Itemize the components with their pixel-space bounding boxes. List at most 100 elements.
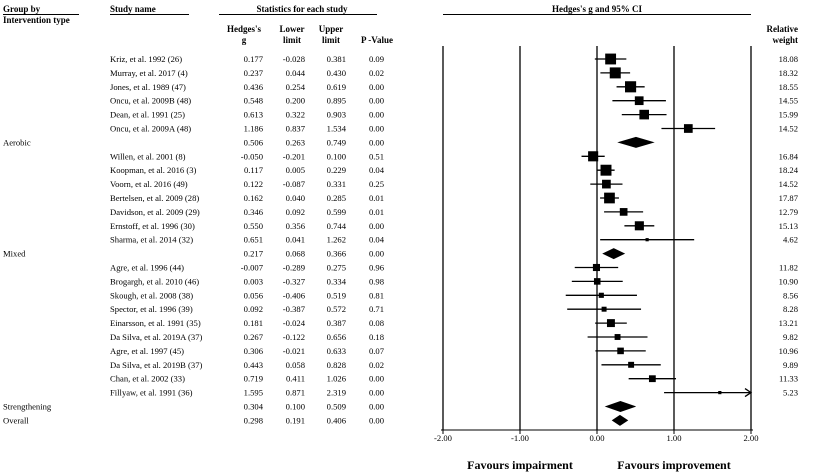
p-value: 0.18 bbox=[369, 332, 384, 342]
relative-weight: 11.82 bbox=[779, 263, 798, 273]
upper-limit-value: 1.262 bbox=[327, 235, 346, 245]
lower-limit-value: -0.021 bbox=[283, 346, 305, 356]
upper-limit-value: 0.229 bbox=[327, 165, 346, 175]
upper-limit-value: 0.366 bbox=[327, 249, 347, 259]
upper-limit-value: 0.331 bbox=[327, 179, 346, 189]
summary-diamond bbox=[604, 401, 637, 412]
lower-limit-value: 0.058 bbox=[286, 360, 305, 370]
lower-limit-value: -0.122 bbox=[283, 332, 305, 342]
header-upper-limit: Upper bbox=[319, 24, 344, 34]
relative-weight: 11.33 bbox=[779, 374, 798, 384]
p-value: 0.00 bbox=[369, 249, 384, 259]
relative-weight: 15.99 bbox=[779, 110, 798, 120]
hedges-g-value: 0.443 bbox=[244, 360, 263, 370]
study-name: Voorn, et al. 2016 (49) bbox=[110, 179, 188, 189]
effect-square bbox=[602, 179, 611, 189]
effect-square bbox=[625, 81, 637, 93]
relative-weight: 8.28 bbox=[783, 304, 798, 314]
hedges-g-value: 0.548 bbox=[244, 96, 263, 106]
axis-tick-label: 0.00 bbox=[589, 433, 604, 443]
lower-limit-value: 0.322 bbox=[286, 110, 305, 120]
hedges-g-value: 0.436 bbox=[244, 82, 264, 92]
p-value: 0.00 bbox=[369, 402, 384, 412]
hedges-g-value: 0.122 bbox=[244, 179, 263, 189]
lower-limit-value: -0.289 bbox=[283, 263, 305, 273]
upper-limit-value: 0.895 bbox=[327, 96, 346, 106]
effect-square bbox=[598, 292, 604, 298]
upper-limit-value: 0.599 bbox=[327, 207, 346, 217]
effect-square bbox=[592, 263, 601, 272]
study-name: Kriz, et al. 1992 (26) bbox=[110, 54, 182, 64]
axis-tick-label: -1.00 bbox=[511, 433, 529, 443]
p-value: 0.00 bbox=[369, 221, 384, 231]
study-name: Einarsson, et al. 1991 (35) bbox=[110, 318, 201, 328]
upper-limit-value: 0.334 bbox=[327, 276, 347, 286]
effect-square bbox=[639, 109, 649, 120]
effect-square bbox=[601, 306, 607, 312]
relative-weight: 12.79 bbox=[779, 207, 798, 217]
summary-diamond bbox=[617, 136, 655, 148]
effect-square bbox=[718, 391, 722, 395]
study-name: Brogargh, et al. 2010 (46) bbox=[110, 276, 199, 286]
ci-arrow bbox=[744, 388, 753, 398]
hedges-g-value: 0.162 bbox=[244, 193, 263, 203]
relative-weight: 10.90 bbox=[779, 276, 798, 286]
hedges-g-value: 0.346 bbox=[244, 207, 264, 217]
p-value: 0.00 bbox=[369, 415, 384, 425]
upper-limit-value: 0.744 bbox=[327, 221, 347, 231]
upper-limit-value: 0.285 bbox=[327, 193, 346, 203]
relative-weight: 5.23 bbox=[783, 388, 798, 398]
group-label: Aerobic bbox=[3, 137, 31, 147]
hedges-g-value: 0.217 bbox=[244, 249, 264, 259]
relative-weight: 15.13 bbox=[779, 221, 798, 231]
p-value: 0.00 bbox=[369, 137, 384, 147]
study-name: Oncu, et al. 2009B (48) bbox=[110, 96, 191, 106]
relative-weight: 17.87 bbox=[779, 193, 799, 203]
hedges-g-value: 0.719 bbox=[244, 374, 263, 384]
hedges-g-value: 0.306 bbox=[244, 346, 264, 356]
hedges-g-value: 0.003 bbox=[244, 276, 263, 286]
group-label: Mixed bbox=[3, 249, 26, 259]
header-upper-limit-2: limit bbox=[322, 35, 340, 45]
p-value: 0.71 bbox=[369, 304, 384, 314]
effect-square bbox=[683, 124, 693, 133]
effect-square bbox=[593, 278, 601, 285]
lower-limit-value: -0.201 bbox=[283, 151, 305, 161]
upper-limit-value: 0.749 bbox=[327, 137, 346, 147]
effect-square bbox=[605, 53, 617, 65]
overall-label: Overall bbox=[3, 415, 29, 425]
p-value: 0.51 bbox=[369, 151, 384, 161]
upper-limit-value: 0.656 bbox=[327, 332, 347, 342]
lower-limit-value: 0.044 bbox=[286, 68, 306, 78]
relative-weight: 18.55 bbox=[779, 82, 798, 92]
lower-limit-value: 0.356 bbox=[286, 221, 306, 231]
group-label: Strengthening bbox=[3, 402, 52, 412]
upper-limit-value: 0.519 bbox=[327, 290, 346, 300]
p-value: 0.01 bbox=[369, 193, 384, 203]
p-value: 0.00 bbox=[369, 374, 384, 384]
study-name: Koopman, et al. 2016 (3) bbox=[110, 165, 197, 175]
p-value: 0.25 bbox=[369, 179, 384, 189]
rows-layer: Kriz, et al. 1992 (26) 0.177 -0.028 0.381 0.… bbox=[3, 54, 799, 425]
hedges-g-value: 0.550 bbox=[244, 221, 263, 231]
header-group-by: Group by bbox=[3, 4, 41, 14]
hedges-g-value: -0.007 bbox=[241, 263, 264, 273]
lower-limit-value: 0.191 bbox=[286, 415, 305, 425]
header-statistics: Statistics for each study bbox=[256, 4, 348, 14]
upper-limit-value: 0.100 bbox=[327, 151, 346, 161]
study-name: Ernstoff, et al. 1996 (30) bbox=[110, 221, 195, 231]
hedges-g-value: 0.181 bbox=[244, 318, 263, 328]
upper-limit-value: 0.903 bbox=[327, 110, 346, 120]
effect-square bbox=[604, 192, 615, 204]
study-name: Sharma, et al. 2014 (32) bbox=[110, 235, 193, 245]
header-relative-weight-2: weight bbox=[773, 35, 799, 45]
effect-square bbox=[600, 164, 612, 176]
study-name: Agre, et al. 1997 (45) bbox=[110, 346, 184, 356]
relative-weight: 18.24 bbox=[779, 165, 799, 175]
p-value: 0.00 bbox=[369, 82, 384, 92]
upper-limit-value: 1.026 bbox=[327, 374, 347, 384]
effect-square bbox=[606, 319, 615, 328]
lower-limit-value: -0.028 bbox=[283, 54, 305, 64]
p-value: 0.08 bbox=[369, 318, 384, 328]
